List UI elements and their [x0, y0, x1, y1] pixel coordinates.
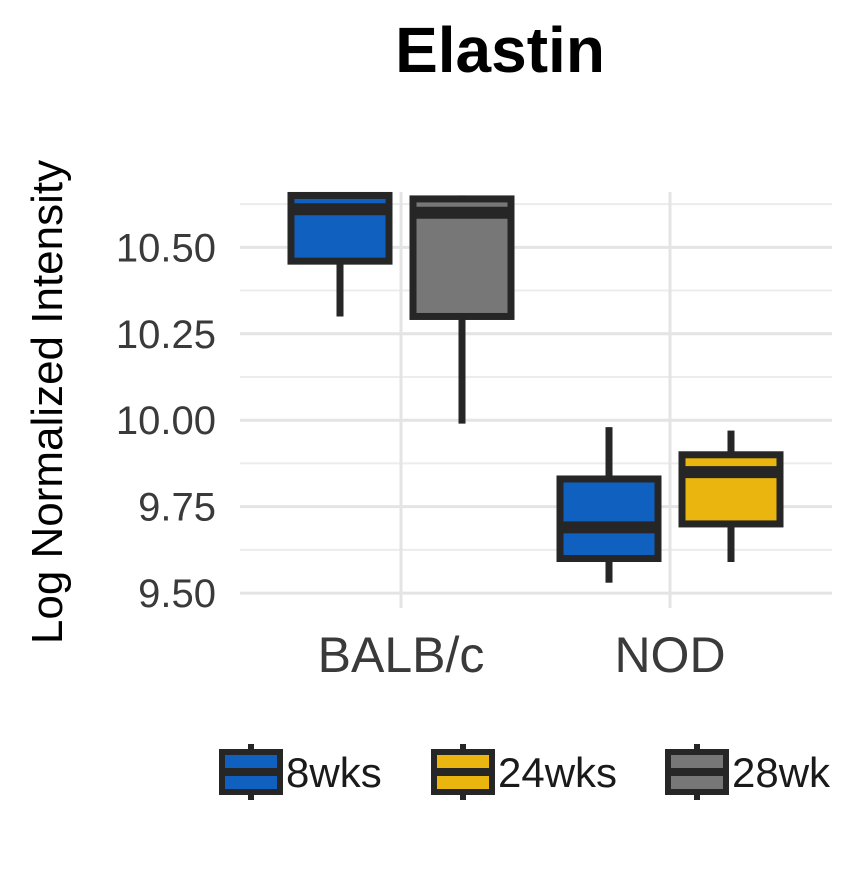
box-28wk-balbc [409, 195, 515, 424]
legend-item-8wks: 8wks [219, 744, 382, 800]
box-8wks-nod [556, 427, 662, 583]
legend-item-24wks: 24wks [431, 744, 617, 800]
legend-label: 24wks [498, 749, 617, 796]
y-tick-label: 10.50 [116, 226, 216, 270]
grid [240, 192, 832, 608]
box-24wks-nod [678, 430, 784, 562]
y-tick-label: 9.50 [138, 572, 216, 616]
chart-title: Elastin [395, 14, 605, 86]
box-body [556, 475, 662, 563]
legend: 8wks 24wks 28wk [219, 744, 831, 800]
box-body [678, 451, 784, 528]
y-tick-label: 9.75 [138, 486, 216, 530]
x-tick-label: BALB/c [318, 627, 485, 683]
axis-ticks: 9.50 9.75 10.00 10.25 10.50 BALB/c NOD [116, 226, 726, 683]
y-axis-label: Log Normalized Intensity [23, 160, 72, 644]
legend-label: 28wk [732, 749, 831, 796]
box-8wks-balbc [287, 191, 393, 317]
legend-item-28wk: 28wk [665, 744, 831, 800]
y-tick-label: 10.25 [116, 313, 216, 357]
legend-label: 8wks [286, 749, 382, 796]
boxes [287, 191, 784, 583]
y-tick-label: 10.00 [116, 399, 216, 443]
x-tick-label: NOD [614, 627, 725, 683]
